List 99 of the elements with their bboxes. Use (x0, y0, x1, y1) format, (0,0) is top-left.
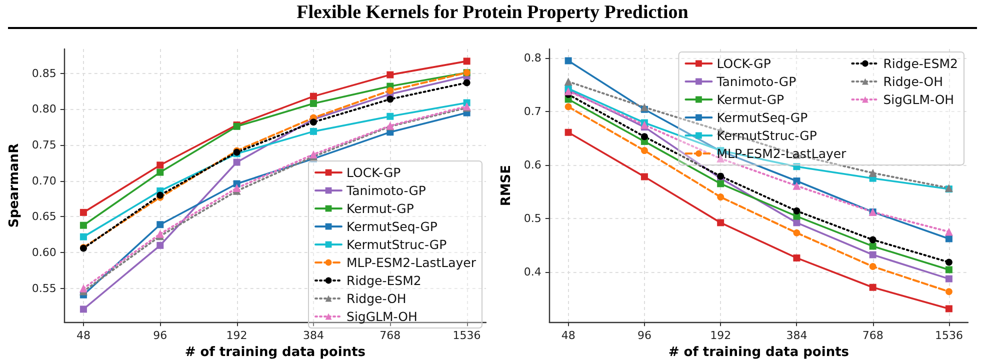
x-tick-label: 1536 (452, 329, 481, 342)
x-tick-label: 48 (561, 329, 576, 342)
y-tick-label: 0.70 (32, 174, 56, 188)
point (945, 266, 952, 274)
point (156, 230, 164, 238)
point (310, 118, 317, 126)
point (463, 79, 470, 86)
y-axis-title: RMSE (499, 164, 514, 206)
legend-label: KermutStruc-GP (346, 237, 448, 252)
y-tick-label: 0.8 (524, 52, 542, 65)
legend-label: KermutStruc-GP (716, 128, 818, 143)
point (640, 120, 648, 129)
y-tick-label: 0.60 (32, 246, 56, 260)
x-tick-label: 96 (637, 329, 652, 342)
legend-label: Tanimoto-GP (346, 183, 426, 198)
point (792, 182, 801, 190)
point (80, 306, 87, 313)
y-tick-label: 0.6 (524, 158, 542, 172)
x-tick-label: 768 (862, 329, 884, 342)
point (793, 178, 800, 185)
point (945, 288, 952, 296)
legend-label: SigGLM-OH (883, 92, 954, 107)
point (869, 242, 876, 250)
point (156, 242, 164, 249)
x-tick-label: 96 (153, 329, 168, 342)
point (640, 173, 648, 180)
point (310, 128, 317, 135)
legend-label: Ridge-ESM2 (883, 56, 958, 71)
point (79, 284, 88, 292)
point (309, 150, 318, 158)
legend-label: SigGLM-OH (346, 309, 418, 324)
x-tick-label: 384 (302, 329, 324, 342)
x-axis-title: # of training data points (184, 345, 366, 360)
y-tick-label: 0.5 (524, 212, 542, 225)
point (869, 284, 876, 291)
point (80, 208, 87, 216)
x-tick-label: 768 (380, 329, 401, 342)
point (640, 147, 648, 154)
point (80, 233, 87, 240)
point (869, 236, 876, 244)
point (640, 103, 648, 112)
point (564, 103, 572, 110)
point (869, 263, 876, 270)
legend-label: Kermut-GP (346, 201, 414, 216)
legend-label: LOCK-GP (346, 165, 402, 180)
x-tick-label: 48 (76, 329, 90, 342)
y-tick-label: 0.65 (32, 210, 56, 224)
x-tick-label: 384 (786, 329, 808, 342)
legend-label: Kermut-GP (716, 92, 785, 107)
point (793, 229, 800, 236)
point (232, 184, 241, 192)
y-tick-label: 0.75 (32, 138, 56, 152)
point (310, 92, 317, 100)
point (310, 100, 317, 107)
point (386, 71, 394, 78)
point (463, 58, 470, 65)
point (564, 57, 572, 64)
legend-label: Tanimoto-GP (716, 74, 797, 89)
point (156, 221, 164, 228)
point (717, 219, 724, 226)
legend-label: KermutSeq-GP (716, 110, 808, 125)
legend-label: KermutSeq-GP (346, 219, 438, 234)
y-tick-label: 0.55 (32, 282, 56, 295)
point (793, 207, 800, 214)
point (156, 162, 164, 169)
y-tick-label: 0.85 (32, 66, 56, 80)
chart-title: Flexible Kernels for Protein Property Prediction (296, 2, 690, 24)
y-axis-title: SpearmanR (7, 143, 22, 228)
point (869, 251, 876, 258)
point (386, 96, 394, 103)
point (386, 87, 394, 94)
x-axis-title: # of training data points (668, 345, 850, 360)
point (717, 180, 724, 188)
point (945, 305, 952, 312)
point (564, 78, 572, 86)
y-tick-label: 0.80 (32, 102, 56, 116)
x-tick-label: 192 (710, 329, 732, 342)
point (793, 254, 800, 262)
point (944, 228, 953, 236)
point (80, 222, 87, 229)
y-tick-label: 0.7 (524, 105, 542, 118)
point (233, 158, 240, 166)
point (640, 133, 648, 140)
point (868, 168, 877, 177)
point (156, 168, 164, 176)
point (717, 194, 724, 201)
point (793, 163, 800, 170)
legend-label: LOCK-GP (716, 56, 772, 71)
legend-label: Ridge-OH (883, 74, 944, 89)
y-tick-label: 0.4 (524, 265, 542, 278)
point (386, 112, 394, 120)
point (564, 128, 572, 136)
legend-label: Ridge-ESM2 (346, 273, 422, 288)
x-tick-label: 192 (226, 329, 248, 342)
x-tick-label: 1536 (934, 329, 963, 342)
legend-label: MLP-ESM2-LastLayer (346, 255, 477, 270)
point (945, 275, 952, 282)
legend-label: Ridge-OH (346, 291, 406, 306)
point (945, 258, 952, 266)
